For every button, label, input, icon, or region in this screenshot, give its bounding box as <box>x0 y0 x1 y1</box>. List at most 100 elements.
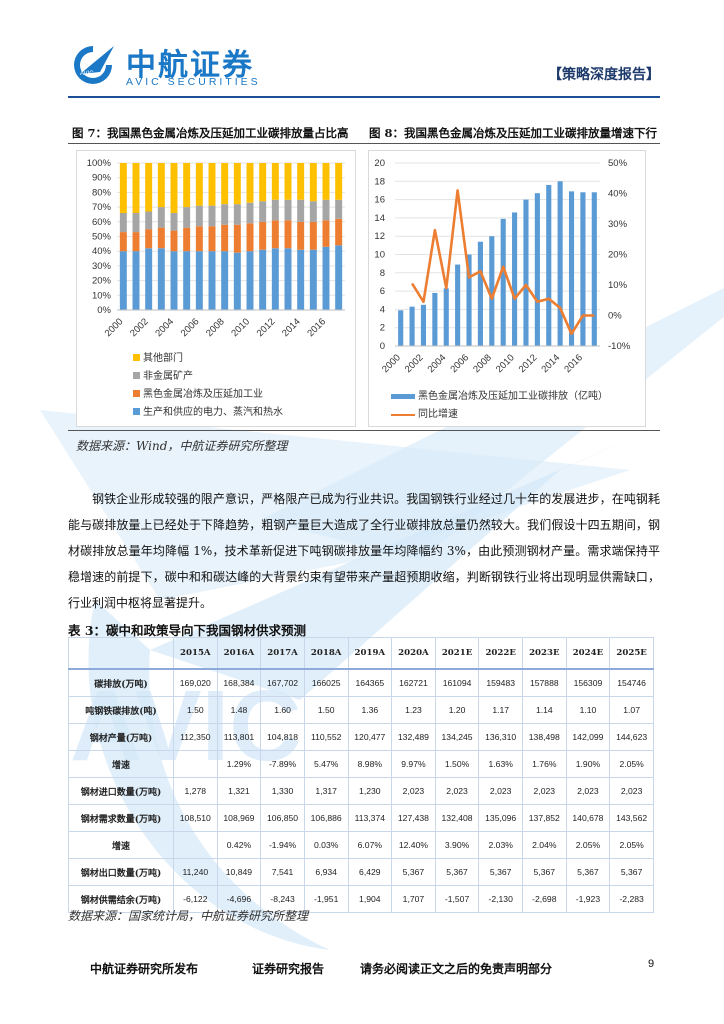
table-cell: 157888 <box>522 668 567 697</box>
svg-text:80%: 80% <box>92 187 112 198</box>
table-cell: 162721 <box>391 668 436 697</box>
table-cell: 1.23 <box>391 696 436 724</box>
table-cell: 1.20 <box>434 696 480 724</box>
table-cell: 1,321 <box>216 777 262 805</box>
table-cell: 113,801 <box>216 723 262 751</box>
header-cell-year: 2023E <box>522 637 567 670</box>
svg-text:90%: 90% <box>92 173 112 184</box>
footer-publisher: 中航证券研究所发布 <box>90 962 199 976</box>
table-cell <box>173 750 218 778</box>
svg-text:18: 18 <box>374 176 385 187</box>
svg-text:2004: 2004 <box>426 352 449 375</box>
legend-item-emission: 黑色金属冶炼及压延加工业碳排放（亿吨） <box>391 387 608 405</box>
report-tag: 【策略深度报告】 <box>548 67 660 83</box>
table-row: 碳排放(万吨) 169,020 168,384 167,702 166025 164365… <box>68 668 654 697</box>
table-cell: 3.90% <box>434 831 480 859</box>
table-cell: 156309 <box>565 668 611 697</box>
table-cell: 1.29% <box>216 750 262 778</box>
svg-text:20%: 20% <box>92 276 112 287</box>
table-cell: 8.98% <box>347 750 393 778</box>
table-cell: 1.50% <box>434 750 480 778</box>
header-cell-year: 2016A <box>216 637 262 670</box>
table-cell: 127,438 <box>391 804 436 832</box>
table-cell: 164365 <box>347 668 393 697</box>
svg-text:2012: 2012 <box>517 352 540 375</box>
table-cell: 1.76% <box>522 750 567 778</box>
table-cell: 0.42% <box>216 831 262 859</box>
table-cell: 6,429 <box>347 858 393 886</box>
table-cell: 120,477 <box>347 723 393 751</box>
svg-text:40%: 40% <box>92 246 112 257</box>
svg-text:12: 12 <box>374 231 385 242</box>
table-cell: -2,283 <box>609 885 654 913</box>
table-cell: 137,852 <box>522 804 567 832</box>
legend-item-ferrous: 黑色金属冶炼及压延加工业 <box>133 385 283 403</box>
table-cell: 110,552 <box>303 723 349 751</box>
header-cell-year: 2021E <box>434 637 480 670</box>
table-cell: 5,367 <box>522 858 567 886</box>
figure8-chart: 0 2 4 6 8 10 12 14 16 18 20 -10% 0% 10% 20% 30% 40% 50% 20… <box>368 150 646 427</box>
svg-text:2: 2 <box>380 323 385 334</box>
table-cell: 132,408 <box>434 804 480 832</box>
table-cell: 5.47% <box>303 750 349 778</box>
svg-text:14: 14 <box>374 213 385 224</box>
table-cell: 1.14 <box>522 696 567 724</box>
svg-text:30%: 30% <box>92 261 112 272</box>
table-cell: 138,498 <box>522 723 567 751</box>
table-cell: 2,023 <box>565 777 611 805</box>
table-cell: -2,130 <box>478 885 523 913</box>
table-cell: 1,230 <box>347 777 393 805</box>
row-label: 钢材进口数量(万吨) <box>68 777 174 805</box>
stacked-bar-chart: 0%10%20%30%40%50%60%70%80%90%100%2000 200… <box>87 158 345 339</box>
svg-text:8: 8 <box>380 268 385 279</box>
table-cell: 5,367 <box>434 858 480 886</box>
table-cell: 2,023 <box>391 777 436 805</box>
table-cell: -2,698 <box>522 885 567 913</box>
table-source: 数据来源：国家统计局，中航证券研究所整理 <box>68 909 309 923</box>
table-cell: 108,510 <box>173 804 218 832</box>
svg-text:2010: 2010 <box>229 316 252 339</box>
table-cell: 2.05% <box>565 831 611 859</box>
table-cell: 2.03% <box>478 831 523 859</box>
svg-text:10: 10 <box>374 250 385 261</box>
table-cell: 112,350 <box>173 723 218 751</box>
header-cell-year: 2022E <box>478 637 523 670</box>
svg-text:20%: 20% <box>608 250 628 261</box>
svg-text:10%: 10% <box>92 290 112 301</box>
table-cell: -7.89% <box>260 750 305 778</box>
table-cell: 5,367 <box>565 858 611 886</box>
table-cell: 142,099 <box>565 723 611 751</box>
table-cell: 12.40% <box>391 831 436 859</box>
svg-text:2008: 2008 <box>204 316 227 339</box>
row-label: 钢材出口数量(万吨) <box>68 858 174 886</box>
table-cell: -1,923 <box>565 885 611 913</box>
table-cell: 1,904 <box>347 885 393 913</box>
header-cell-year: 2019A <box>347 637 393 670</box>
supply-demand-table: 2015A 2016A 2017A 2018A 2019A 2020A 2021E 2022E… <box>68 637 654 913</box>
table-cell: 1.10 <box>565 696 611 724</box>
table-cell: 1.48 <box>216 696 262 724</box>
figure-source: 数据来源：Wind，中航证券研究所整理 <box>76 439 288 453</box>
table-cell: 106,850 <box>260 804 305 832</box>
table-cell: 134,245 <box>434 723 480 751</box>
row-label: 碳排放(万吨) <box>68 668 174 697</box>
table-cell: 2.04% <box>522 831 567 859</box>
svg-text:2002: 2002 <box>128 316 151 339</box>
svg-text:0: 0 <box>380 341 385 352</box>
svg-text:70%: 70% <box>92 202 112 213</box>
footer-report-type: 证券研究报告 <box>252 962 325 976</box>
svg-text:2014: 2014 <box>540 352 563 375</box>
table-cell: 1,317 <box>303 777 349 805</box>
row-label: 钢材需求数量(万吨) <box>68 804 174 832</box>
logo-text-en: AVIC SECURITIES <box>126 76 261 88</box>
table-cell <box>173 831 218 859</box>
table-cell: 166025 <box>303 668 349 697</box>
table-cell: 1,707 <box>391 885 436 913</box>
row-label: 增速 <box>68 750 174 778</box>
figure8-title: 图 8：我国黑色金属冶炼及压延加工业碳排放量增速下行 <box>369 126 658 140</box>
table-cell: 104,818 <box>260 723 305 751</box>
table-header-row: 2015A 2016A 2017A 2018A 2019A 2020A 2021E 2022E… <box>68 637 654 670</box>
svg-text:2002: 2002 <box>403 352 426 375</box>
body-paragraph: 钢铁企业形成较强的限产意识，严格限产已成为行业共识。我国钢铁行业经过几十年的发展… <box>68 492 660 610</box>
table-cell: 11,240 <box>173 858 218 886</box>
